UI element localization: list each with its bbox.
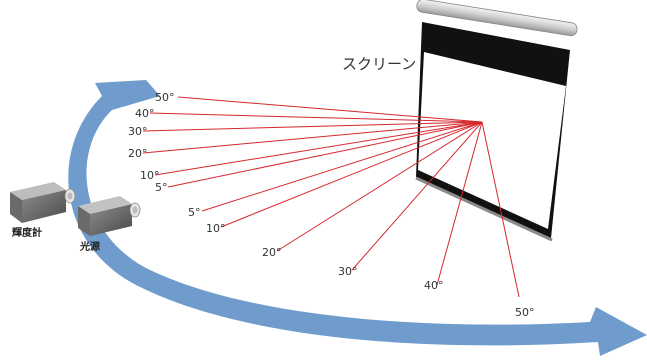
- screen-bottom-bar: [415, 176, 553, 242]
- rotation-arrow: [68, 80, 647, 356]
- angle-labels-lower: 5° 10° 20° 30° 40° 50°: [188, 206, 535, 319]
- screen-title: スクリーン: [342, 55, 416, 73]
- angle-label-upper-10: 10°: [140, 169, 160, 182]
- ray-lower-50: [481, 121, 520, 298]
- angle-label-upper-30: 30°: [128, 125, 148, 138]
- angle-label-upper-50: 50°: [155, 91, 175, 104]
- screen-surface: [418, 52, 566, 229]
- measurement-rays: [142, 96, 520, 298]
- ray-upper-40: [149, 112, 483, 123]
- ray-lower-5: [201, 121, 483, 212]
- projection-screen: [415, 0, 578, 242]
- ray-upper-20: [142, 121, 483, 154]
- ray-lower-20: [276, 121, 483, 252]
- ray-lower-30: [351, 121, 483, 271]
- light-source-icon: [78, 196, 141, 236]
- light-source-label: 光源: [79, 240, 100, 253]
- angle-label-lower-20: 20°: [262, 246, 282, 259]
- ray-upper-50: [177, 96, 483, 123]
- ray-lower-40: [436, 121, 483, 286]
- luminance-meter-label: 輝度計: [12, 226, 42, 239]
- ray-upper-5: [167, 121, 483, 188]
- luminance-meter-icon: [10, 182, 76, 223]
- ray-upper-30: [142, 121, 483, 132]
- angle-label-upper-20: 20°: [128, 147, 148, 160]
- angle-label-lower-40: 40°: [424, 279, 444, 292]
- angle-label-lower-5: 5°: [188, 206, 201, 219]
- angle-label-lower-30: 30°: [338, 265, 358, 278]
- angle-label-lower-10: 10°: [206, 222, 226, 235]
- angle-label-lower-50: 50°: [515, 306, 535, 319]
- angle-label-upper-40: 40°: [135, 107, 155, 120]
- ray-lower-10: [220, 121, 483, 228]
- angle-labels-upper: 50° 40° 30° 20° 10° 5°: [128, 91, 175, 194]
- angle-label-upper-5: 5°: [155, 181, 168, 194]
- ray-upper-10: [154, 121, 483, 176]
- screen-top-bar: [416, 0, 578, 37]
